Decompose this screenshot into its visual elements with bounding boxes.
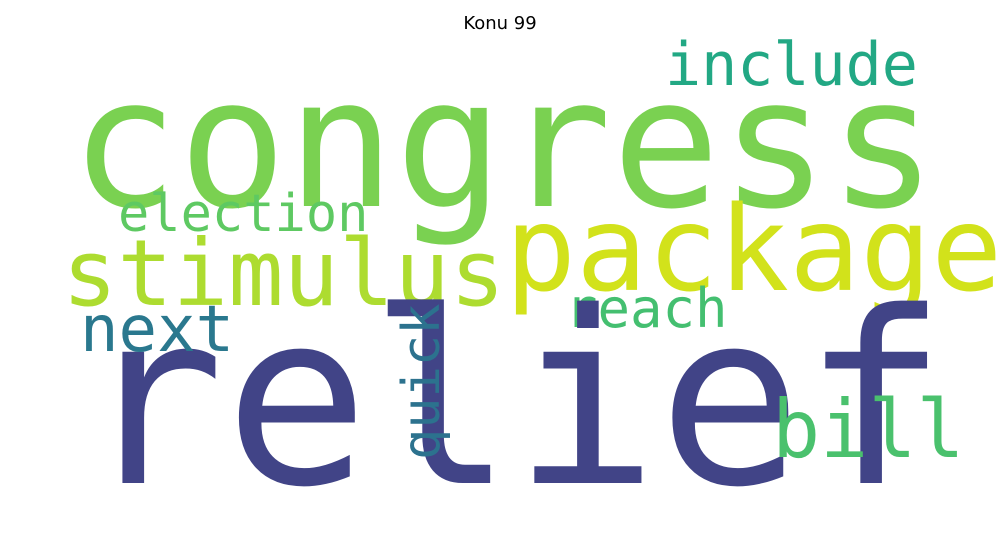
word-relief: relief <box>80 260 947 540</box>
word-congress: congress <box>70 40 937 249</box>
chart-title: Konu 99 <box>463 13 537 34</box>
word-bill: bill <box>772 383 965 476</box>
word-next: next <box>80 293 235 367</box>
word-reach: reach <box>565 277 728 340</box>
word-election: election <box>118 184 369 244</box>
word-package: package <box>505 180 1000 318</box>
word-stimulus: stimulus <box>62 220 506 327</box>
word-quick: quick <box>392 303 452 460</box>
word-include: include <box>665 30 918 100</box>
